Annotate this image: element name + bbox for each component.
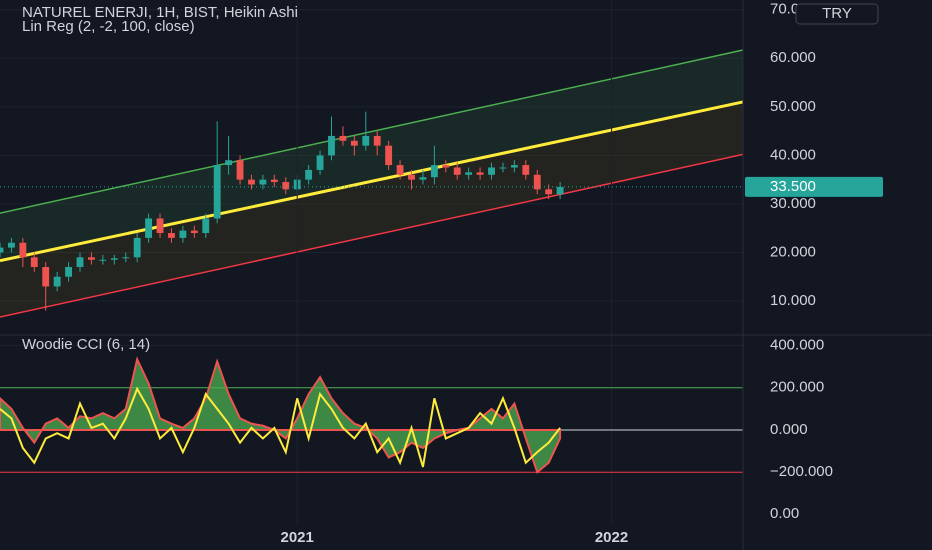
candle-body: [316, 155, 324, 170]
candle-body: [488, 167, 495, 175]
last-price-label: 33.500: [770, 178, 816, 195]
y-tick-label: 400.000: [770, 337, 824, 354]
candle-body: [30, 257, 38, 268]
candle-body: [499, 167, 507, 169]
currency-label: TRY: [822, 5, 852, 22]
candle-body: [305, 169, 313, 180]
channel-lower-fill: [0, 101, 743, 318]
candle-body: [53, 276, 61, 287]
channel-upper-fill: [0, 50, 743, 261]
y-tick-label: 0.000: [770, 421, 808, 438]
y-tick-label: 200.000: [770, 379, 824, 396]
y-tick-label: 50.000: [770, 98, 816, 115]
y-tick-label: 60.000: [770, 49, 816, 66]
cci-title: Woodie CCI (6, 14): [22, 336, 150, 353]
candle-body: [282, 182, 290, 190]
candle-body: [213, 165, 221, 219]
indicator-title: Lin Reg (2, -2, 100, close): [22, 18, 195, 35]
candle-body: [385, 145, 393, 166]
candle-body: [0, 247, 4, 253]
candle-body: [419, 177, 427, 180]
candle-body: [248, 179, 255, 185]
candle-body: [76, 257, 84, 268]
candle-body: [362, 135, 370, 146]
candle-body: [156, 218, 164, 234]
candle-body: [339, 135, 347, 141]
y-tick-label: −200.000: [770, 463, 833, 480]
y-tick-label: 10.000: [770, 292, 816, 309]
candle-body: [465, 172, 473, 175]
last-price-tag: [745, 176, 883, 197]
candle-body: [350, 140, 358, 146]
y-tick-label: 20.000: [770, 243, 816, 260]
candle-body: [533, 174, 541, 190]
candle-body: [42, 267, 50, 287]
candle-body: [259, 179, 267, 185]
candle-body: [8, 242, 15, 248]
candle-body: [373, 135, 381, 146]
candle-body: [476, 172, 484, 175]
candle-body: [145, 218, 153, 238]
cci-line: [0, 386, 561, 468]
candle-body: [179, 230, 187, 238]
candle-body: [430, 165, 438, 178]
candle-body: [328, 135, 335, 156]
y-tick-label: 40.000: [770, 146, 816, 163]
candle-body: [522, 165, 530, 175]
candle-body: [110, 258, 118, 260]
candle-body: [122, 257, 130, 259]
regression-center: [0, 100, 744, 263]
candle-body: [442, 165, 450, 168]
candle-body: [453, 167, 461, 175]
regression-lower: [0, 153, 744, 318]
candle-body: [88, 257, 95, 260]
candle-body: [270, 179, 278, 183]
candle-body: [556, 186, 564, 195]
chart-title: NATUREL ENERJI, 1H, BIST, Heikin Ashi: [22, 4, 298, 21]
x-tick-label: 2022: [595, 529, 628, 546]
candle-body: [202, 218, 210, 234]
candle-body: [408, 174, 415, 180]
x-tick-label: 2021: [281, 529, 314, 546]
candle-body: [545, 189, 553, 195]
candle-body: [168, 233, 175, 238]
candle-body: [396, 165, 404, 175]
regression-upper: [0, 49, 744, 214]
currency-button[interactable]: [795, 3, 879, 25]
candle-body: [236, 160, 244, 180]
y-tick-label: 30.000: [770, 195, 816, 212]
candle-body: [19, 242, 27, 258]
candle-body: [190, 230, 198, 234]
candle-body: [510, 165, 518, 168]
candle-body: [133, 237, 141, 258]
candle-body: [65, 267, 73, 277]
extra-axis-label: 0.00: [770, 505, 799, 522]
candle-body: [99, 259, 107, 261]
candle-body: [225, 160, 233, 166]
plot-layer: 10.00020.00030.00040.00050.00060.00070.0…: [0, 0, 833, 525]
